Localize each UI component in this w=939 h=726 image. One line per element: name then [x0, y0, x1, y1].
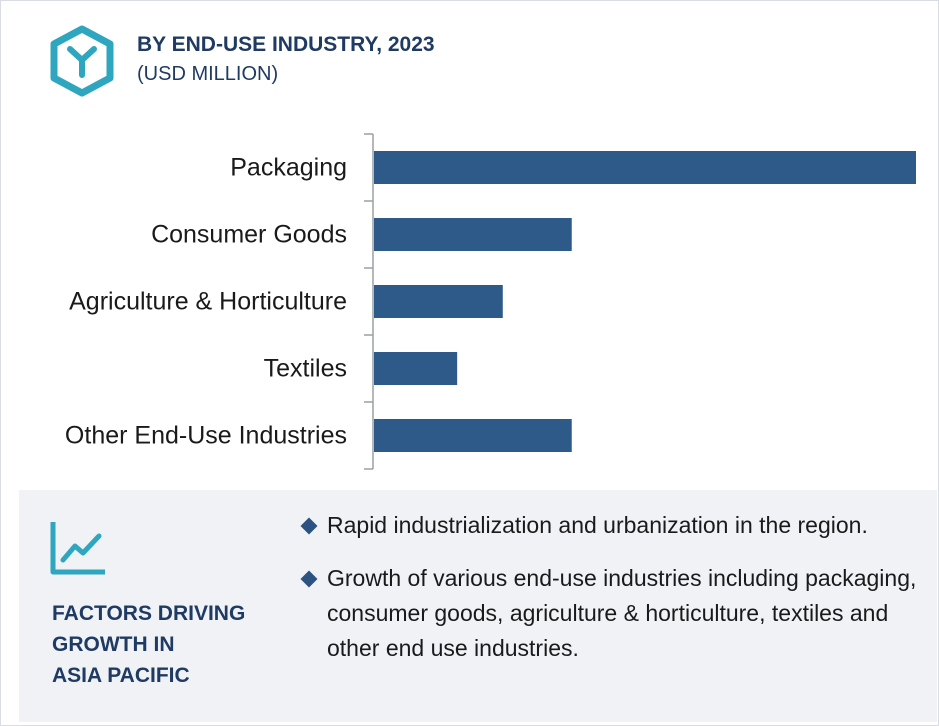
category-label: Textiles — [264, 355, 347, 383]
factor-item: Growth of various end-use industries inc… — [299, 561, 919, 666]
y-axis — [364, 133, 374, 470]
bars — [374, 151, 916, 452]
factors-list: Rapid industrialization and urbanization… — [299, 508, 919, 684]
diamond-bullet-icon — [300, 570, 318, 588]
factors-title-line: ASIA PACIFIC — [52, 664, 190, 687]
category-label: Other End-Use Industries — [65, 422, 347, 450]
bar-textiles — [374, 352, 458, 385]
bar-packaging — [374, 151, 916, 184]
chart-title: BY END-USE INDUSTRY, 2023 — [137, 33, 435, 56]
category-label: Agriculture & Horticulture — [69, 288, 347, 316]
hexagon-y-logo-icon — [50, 25, 114, 97]
factors-panel: FACTORS DRIVING GROWTH IN ASIA PACIFIC R… — [19, 490, 937, 722]
bar-consumer-goods — [374, 218, 572, 251]
diamond-bullet-icon — [300, 517, 318, 535]
bar-agriculture-horticulture — [374, 285, 503, 318]
category-label: Packaging — [230, 154, 347, 182]
category-label: Consumer Goods — [151, 221, 347, 249]
factors-title: FACTORS DRIVING GROWTH IN ASIA PACIFIC — [52, 598, 282, 691]
factors-title-line: FACTORS DRIVING — [52, 602, 246, 625]
factor-text: Rapid industrialization and urbanization… — [327, 512, 868, 538]
category-labels: Packaging Consumer Goods Agriculture & Hor… — [65, 154, 347, 450]
bar-other-end-use-industries — [374, 419, 572, 452]
factor-text: Growth of various end-use industries inc… — [327, 565, 917, 661]
chart-subtitle: (USD MILLION) — [137, 63, 279, 85]
bar-chart: Packaging Consumer Goods Agriculture & Hor… — [65, 133, 916, 470]
chart-header: BY END-USE INDUSTRY, 2023 (USD MILLION) — [49, 25, 509, 97]
factors-title-line: GROWTH IN — [52, 633, 175, 656]
line-chart-trend-icon — [50, 522, 105, 575]
factor-item: Rapid industrialization and urbanization… — [299, 508, 919, 543]
